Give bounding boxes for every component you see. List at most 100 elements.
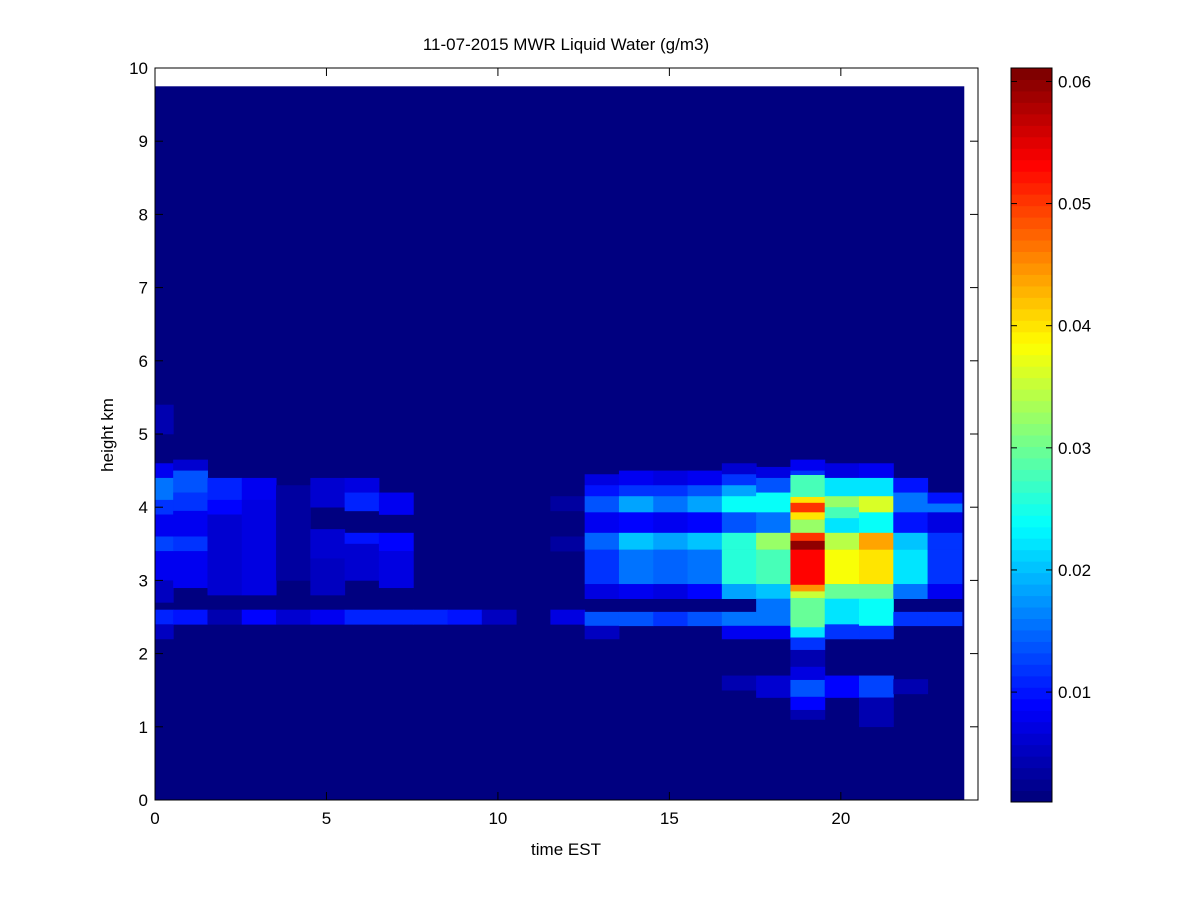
heatmap-cell — [790, 584, 826, 592]
colorbar-swatch — [1011, 125, 1052, 138]
colorbar-swatch — [1011, 721, 1052, 734]
heatmap-cell — [310, 529, 346, 559]
heatmap-cell — [927, 503, 963, 513]
heatmap-cell — [584, 532, 620, 550]
heatmap-cell — [618, 532, 654, 550]
colorbar-swatch — [1011, 102, 1052, 115]
heatmap-cell — [155, 477, 174, 501]
heatmap-cell — [687, 611, 723, 627]
heatmap-cell — [310, 558, 346, 596]
colorbar-tick-label: 0.06 — [1058, 72, 1091, 91]
colorbar-swatch — [1011, 687, 1052, 700]
colorbar-swatch — [1011, 779, 1052, 792]
y-tick-label: 3 — [139, 571, 148, 590]
heatmap-cell — [790, 474, 826, 498]
colorbar-swatch — [1011, 652, 1052, 665]
x-tick-label: 5 — [322, 809, 331, 828]
heatmap-cell — [721, 496, 757, 513]
heatmap-cell — [241, 609, 277, 625]
heatmap-cell — [584, 549, 620, 585]
colorbar-swatch — [1011, 526, 1052, 539]
heatmap-cell — [824, 463, 860, 479]
colorbar-swatch — [1011, 790, 1052, 803]
heatmap-cell — [893, 477, 929, 493]
colorbar-swatch — [1011, 320, 1052, 333]
heatmap-cell — [756, 549, 791, 585]
heatmap-cell — [893, 532, 929, 550]
colorbar-frame — [1010, 67, 1053, 803]
heatmap-cell — [173, 609, 208, 625]
heatmap-cell — [824, 624, 860, 640]
heatmap-cell — [173, 470, 208, 493]
heatmap-cell — [447, 609, 483, 625]
heatmap-cell — [721, 549, 757, 585]
heatmap-cell — [824, 584, 860, 599]
y-tick-label: 4 — [139, 498, 148, 517]
colorbar-swatch — [1011, 285, 1052, 298]
heatmap-cell — [378, 609, 414, 625]
colorbar-swatch — [1011, 79, 1052, 92]
colorbar-swatch — [1011, 641, 1052, 654]
heatmap-cell — [310, 477, 346, 508]
heatmap-cell — [413, 609, 449, 625]
heatmap-cell — [859, 584, 894, 599]
heatmap-cell — [584, 512, 620, 534]
heatmap-cell — [155, 536, 174, 552]
heatmap-cell — [790, 637, 826, 651]
heatmap-cell — [584, 496, 620, 513]
heatmap-cell — [790, 696, 826, 711]
heatmap-cell — [653, 549, 689, 585]
heatmap-cell — [927, 549, 963, 585]
heatmap-cell — [173, 510, 208, 537]
heatmap-cell — [344, 609, 380, 625]
heatmap-cell — [859, 549, 894, 585]
heatmap-cell — [927, 584, 963, 599]
colorbar-swatch — [1011, 457, 1052, 470]
heatmap-cell — [653, 496, 689, 513]
heatmap-cell — [790, 549, 826, 586]
heatmap-cell — [790, 709, 826, 720]
heatmap-cell — [790, 519, 826, 534]
heatmap-cell — [790, 649, 826, 668]
y-tick-label: 8 — [139, 205, 148, 224]
colorbar-swatch — [1011, 733, 1052, 746]
y-tick-label: 1 — [139, 718, 148, 737]
y-tick-label: 9 — [139, 132, 148, 151]
heatmap-cell — [653, 532, 689, 550]
colorbar-swatch — [1011, 572, 1052, 585]
heatmap-cell — [859, 532, 894, 550]
heatmap-cell — [756, 584, 791, 599]
heatmap-cell — [859, 598, 894, 627]
heatmap-cell — [155, 514, 174, 537]
heatmap-cell — [893, 492, 929, 513]
heatmap-cell — [155, 463, 174, 479]
heatmap-cell — [756, 625, 791, 640]
heatmap-cell — [824, 496, 860, 508]
colorbar-swatch — [1011, 171, 1052, 184]
colorbar-swatch — [1011, 710, 1052, 723]
heatmap-cell — [618, 470, 654, 486]
y-tick-label: 6 — [139, 352, 148, 371]
heatmap-cell — [173, 459, 208, 471]
heatmap-cell — [721, 611, 757, 627]
heatmap-cell — [687, 532, 723, 550]
colorbar-swatch — [1011, 561, 1052, 574]
heatmap-cell — [790, 502, 826, 513]
heatmap-cell — [824, 507, 860, 519]
heatmap-cell — [653, 584, 689, 599]
heatmap-cell — [687, 470, 723, 486]
heatmap-cell — [584, 485, 620, 497]
colorbar-swatch — [1011, 767, 1052, 780]
colorbar-swatch — [1011, 343, 1052, 356]
colorbar-swatch — [1011, 469, 1052, 482]
heatmap-cell — [721, 474, 757, 486]
colorbar-swatch — [1011, 698, 1052, 711]
colorbar-swatch — [1011, 595, 1052, 608]
colorbar-tick-label: 0.03 — [1058, 439, 1091, 458]
colorbar-swatch — [1011, 744, 1052, 757]
colorbar-swatch — [1011, 423, 1052, 436]
colorbar-swatch — [1011, 148, 1052, 161]
heatmap-cell — [378, 492, 414, 515]
heatmap-cell — [687, 485, 723, 497]
